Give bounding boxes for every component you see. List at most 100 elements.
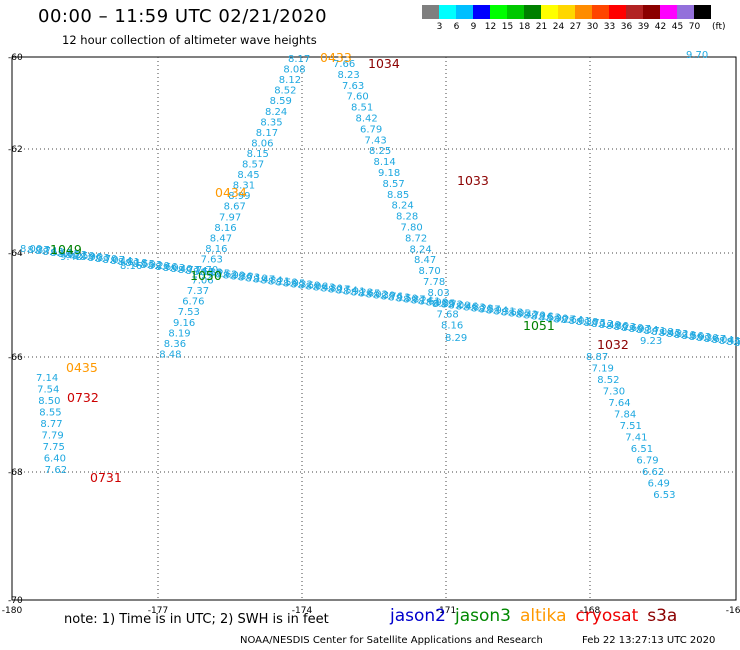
pass-time-label: 1049: [50, 242, 82, 257]
pass-time-label: 1050: [190, 268, 222, 283]
swh-value-dense: 8.10: [245, 274, 267, 285]
colorbar-label: 12: [484, 22, 497, 32]
swh-value-dense: 8.60: [621, 323, 643, 334]
swh-value-dense: 8.13: [388, 292, 410, 303]
pass-time-label: 1032: [597, 337, 629, 352]
lat-tick-label: -64: [8, 249, 23, 259]
swh-value: 7.14: [36, 373, 58, 384]
swh-value: 9.18: [378, 168, 400, 179]
swh-value-dense: 8.48: [50, 248, 72, 259]
swh-value-dense: 8.07: [103, 255, 125, 266]
swh-value-dense: 8.54: [336, 286, 358, 297]
swh-value: 8.48: [159, 349, 181, 360]
swh-value: 9.23: [640, 336, 662, 347]
lat-tick-label: -70: [8, 596, 23, 606]
swh-value: 8.59: [270, 96, 292, 107]
swh-value-dense: 8.36: [230, 272, 252, 283]
swh-value-dense: 8.98: [426, 297, 448, 308]
swh-value-dense: 8.38: [576, 317, 598, 328]
swh-value: 7.51: [620, 421, 642, 432]
pass-time-label: 0433: [320, 50, 352, 65]
swh-value: 8.29: [445, 333, 467, 344]
colorbar-swatch: [422, 5, 439, 19]
swh-value-dense: 8.97: [629, 324, 651, 335]
swh-value: 8.70: [419, 266, 441, 277]
swh-value-dense: 8.66: [155, 262, 177, 273]
swh-value: 7.80: [401, 223, 423, 234]
swh-value: 8.17: [288, 54, 310, 65]
swh-value: 7.64: [608, 398, 630, 409]
swh-value-dense: 8.87: [403, 294, 425, 305]
swh-value: 8.35: [260, 117, 282, 128]
swh-value-dense: 8.85: [58, 249, 80, 260]
swh-value-dense: 8.93: [689, 332, 711, 343]
swh-value: 8.16: [214, 223, 236, 234]
swh-value: 8.77: [40, 419, 62, 430]
swh-value: 6.53: [653, 490, 675, 501]
swh-value-dense: 8.51: [193, 267, 215, 278]
colorbar-swatch: [456, 5, 473, 19]
colorbar-label: 36: [620, 22, 633, 32]
swh-value-dense: 8.70: [95, 254, 117, 265]
swh-value: 8.57: [383, 179, 405, 190]
swh-value-dense: 8.08: [651, 327, 673, 338]
swh-value-dense: 8.44: [110, 256, 132, 267]
swh-value: 9.70: [686, 50, 708, 61]
swh-value-dense: 8.90: [546, 313, 568, 324]
colorbar-label: 18: [518, 22, 531, 32]
swh-value: 8.85: [387, 190, 409, 201]
pass-time-label: 1033: [457, 173, 489, 188]
swh-value-dense: 8.31: [493, 306, 515, 317]
swh-value-dense: 8.19: [674, 330, 696, 341]
swh-value: 8.14: [374, 157, 396, 168]
colorbar-swatch: [575, 5, 592, 19]
legend-item-altika: altika: [520, 606, 567, 626]
lon-tick-label: -174: [292, 606, 313, 616]
swh-value-dense: 8.96: [80, 252, 102, 263]
colorbar-swatch: [592, 5, 609, 19]
swh-value-dense: 8.76: [381, 291, 403, 302]
swh-value-dense: 8.77: [178, 265, 200, 276]
swh-value: 7.06: [191, 276, 213, 287]
pass-time-label: 1051: [523, 318, 555, 333]
swh-value-dense: 8.50: [396, 293, 418, 304]
swh-value: 8.16: [120, 261, 142, 272]
swh-value: 7.84: [614, 410, 636, 421]
swh-value: 8.50: [38, 396, 60, 407]
swh-value: 8.16: [441, 321, 463, 332]
swh-value: 8.16: [205, 244, 227, 255]
swh-value-dense: 8.55: [133, 259, 155, 270]
swh-value-dense: 8.03: [163, 263, 185, 274]
colorbar-label: 21: [535, 22, 548, 32]
page-subtitle: 12 hour collection of altimeter wave hei…: [62, 33, 317, 47]
swh-value-dense: 8.04: [711, 335, 733, 346]
swh-value-dense: 8.14: [185, 266, 207, 277]
swh-value-dense: 8.35: [433, 298, 455, 309]
swh-value: 7.60: [347, 92, 369, 103]
swh-value: 8.24: [410, 244, 432, 255]
swh-value: 7.37: [187, 286, 209, 297]
swh-value: 6.79: [636, 456, 658, 467]
swh-value: 8.17: [256, 128, 278, 139]
swh-value-dense: 8.88: [200, 268, 222, 279]
colorbar-unit: (ft): [712, 22, 726, 32]
swh-value: 8.19: [168, 328, 190, 339]
colorbar-swatch: [694, 5, 711, 19]
colorbar-label: 9: [470, 22, 477, 32]
swh-value-dense: 8.32: [291, 280, 313, 291]
swh-value: 8.45: [237, 170, 259, 181]
swh-value: 7.43: [365, 135, 387, 146]
swh-value-dense: 8.46: [456, 301, 478, 312]
lon-tick-label: -168: [580, 606, 601, 616]
swh-value-dense: 8.68: [501, 307, 523, 318]
legend-item-jason3: jason3: [455, 606, 511, 626]
lon-tick-label: -171: [436, 606, 456, 616]
swh-value-dense: 8.62: [215, 270, 237, 281]
footnote: note: 1) Time is in UTC; 2) SWH is in fe…: [64, 612, 329, 627]
colorbar-swatch: [490, 5, 507, 19]
swh-value-dense: 8.65: [358, 289, 380, 300]
swh-value: 7.63: [342, 81, 364, 92]
colorbar-swatch: [507, 5, 524, 19]
swh-value: 6.79: [360, 124, 382, 135]
